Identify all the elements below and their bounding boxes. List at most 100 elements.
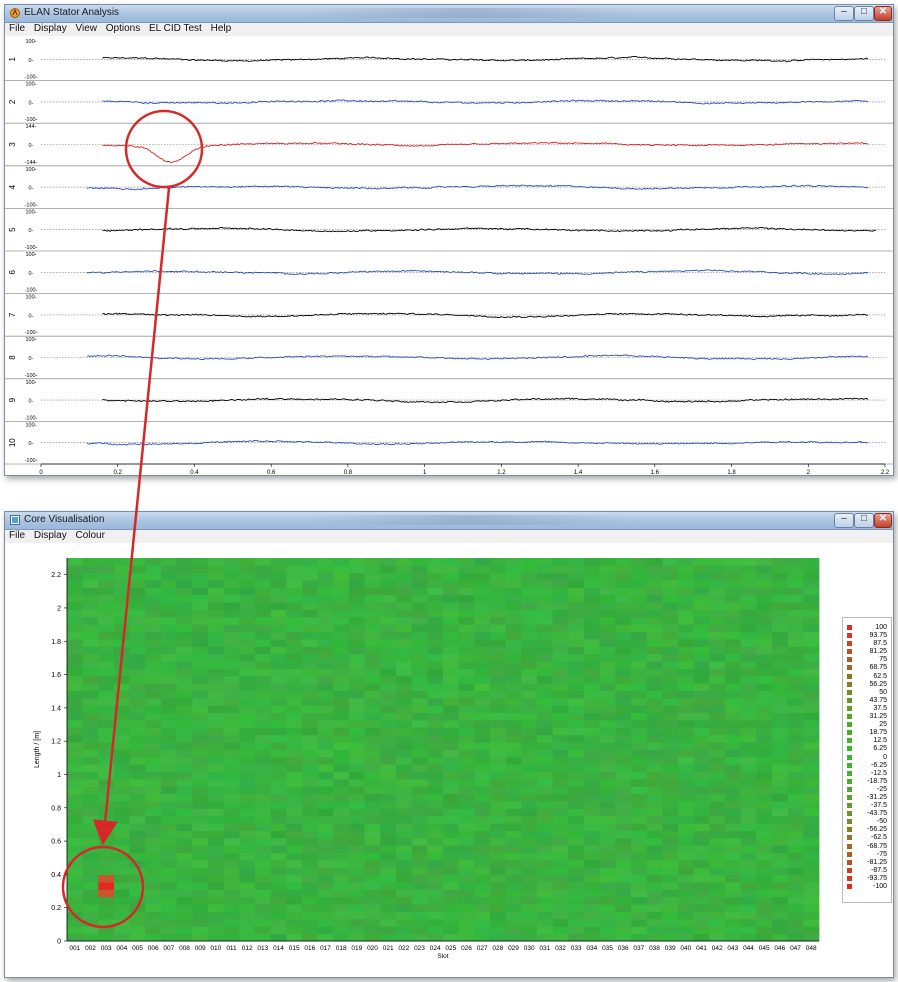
heatmap-cell [772, 904, 789, 912]
heatmap-cell [67, 874, 84, 883]
heatmap-cell [82, 609, 99, 618]
heatmap-cell [396, 727, 413, 736]
minimize-button[interactable]: – [834, 6, 854, 21]
heatmap-cell [67, 808, 84, 817]
heatmap-cell [631, 852, 648, 861]
menu-display[interactable]: Display [33, 23, 67, 34]
heatmap-cell [67, 683, 84, 691]
heatmap-cell [239, 690, 256, 699]
heatmap-cell [192, 830, 209, 839]
menu-file[interactable]: File [9, 530, 26, 541]
heatmap-cell [114, 815, 131, 824]
heatmap-cell [161, 602, 178, 610]
heatmap-cell [396, 668, 413, 677]
heatmap-cell [490, 867, 507, 876]
heatmap-cell [161, 631, 178, 640]
heatmap-cell [740, 764, 757, 772]
y-tick-label: 1 [57, 772, 61, 779]
heatmap-cell [98, 675, 115, 684]
heatmap-cell [756, 852, 773, 861]
heatmap-cell [631, 668, 648, 677]
heatmap-cell [239, 646, 256, 655]
heatmap-cell [725, 793, 742, 802]
close-button[interactable]: ✕ [874, 513, 892, 528]
heatmap-cell [114, 720, 131, 728]
heatmap-cell [270, 823, 287, 831]
heatmap-cell [333, 631, 350, 640]
heatmap-cell [552, 609, 569, 618]
heatmap-cell [427, 734, 444, 743]
heatmap-cell [646, 712, 663, 721]
heatmap-cell [537, 697, 554, 706]
heatmap-cell [552, 558, 569, 566]
heatmap-cell [505, 764, 522, 772]
heatmap-cell [787, 749, 804, 758]
heatmap-cell [458, 668, 475, 677]
heatmap-cell [474, 580, 491, 588]
maximize-button[interactable]: □ [854, 513, 874, 528]
minimize-button[interactable]: – [834, 513, 854, 528]
close-button[interactable]: ✕ [874, 6, 892, 21]
maximize-button[interactable]: □ [854, 6, 874, 21]
heatmap-cell [584, 616, 601, 625]
menu-el-cid-test[interactable]: EL CID Test [149, 23, 202, 34]
heatmap-cell [709, 668, 726, 677]
menu-options[interactable]: Options [105, 23, 141, 34]
heatmap-cell [521, 609, 538, 618]
menu-help[interactable]: Help [210, 23, 232, 34]
heatmap-cell [176, 742, 193, 750]
menu-colour[interactable]: Colour [75, 530, 105, 541]
heatmap-cell [380, 631, 397, 640]
heatmap-cells [67, 558, 820, 942]
heatmap-cell [740, 683, 757, 691]
heatmap-cell [615, 756, 632, 765]
heatmap-cell [505, 683, 522, 691]
heatmap-cell [255, 675, 272, 684]
heatmap-cell [255, 793, 272, 802]
heatmap-cell [740, 830, 757, 839]
heatmap-cell [129, 558, 146, 566]
heatmap-cell [552, 668, 569, 677]
heatmap-cell [270, 918, 287, 927]
heatmap-cell [270, 675, 287, 684]
heatmap-cell [255, 572, 272, 581]
heatmap-cell [756, 631, 773, 640]
heatmap-cell [474, 683, 491, 691]
heatmap-cell [270, 793, 287, 802]
heatmap-cell [568, 616, 585, 625]
heatmap-cell [161, 705, 178, 714]
heatmap-cell [521, 587, 538, 596]
heatmap-cell [114, 646, 131, 655]
heatmap-cell [521, 646, 538, 655]
menu-display[interactable]: Display [33, 530, 67, 541]
heatmap-cell [505, 639, 522, 647]
heatmap-cell [787, 852, 804, 861]
heatmap-cell [646, 823, 663, 831]
heatmap-cell [709, 749, 726, 758]
heatmap-cell [145, 911, 162, 920]
heatmap-cell [521, 830, 538, 839]
heatmap-cell [223, 756, 240, 765]
heatmap-cell [380, 823, 397, 831]
menu-file[interactable]: File [9, 23, 26, 34]
heatmap-cell [176, 624, 193, 633]
heatmap-cell [584, 771, 601, 780]
heatmap-cell [740, 653, 757, 662]
heatmap-cell [427, 690, 444, 699]
heatmap-cell [693, 558, 710, 566]
menu-view[interactable]: View [75, 23, 97, 34]
heatmap-cell [490, 918, 507, 927]
heatmap-cell [584, 580, 601, 588]
heatmap-cell [239, 771, 256, 780]
heatmap-cell [145, 742, 162, 750]
heatmap-cell [568, 918, 585, 927]
heatmap-cell [333, 904, 350, 912]
heatmap-cell [787, 808, 804, 817]
title-bar[interactable]: ELAN Stator Analysis – □ ✕ [5, 5, 893, 23]
heatmap-cell [756, 859, 773, 868]
heatmap-cell [364, 837, 381, 846]
legend-swatch [847, 730, 852, 736]
title-bar[interactable]: Core Visualisation – □ ✕ [5, 512, 893, 530]
heatmap-cell [443, 565, 460, 574]
heatmap-cell [176, 778, 193, 787]
